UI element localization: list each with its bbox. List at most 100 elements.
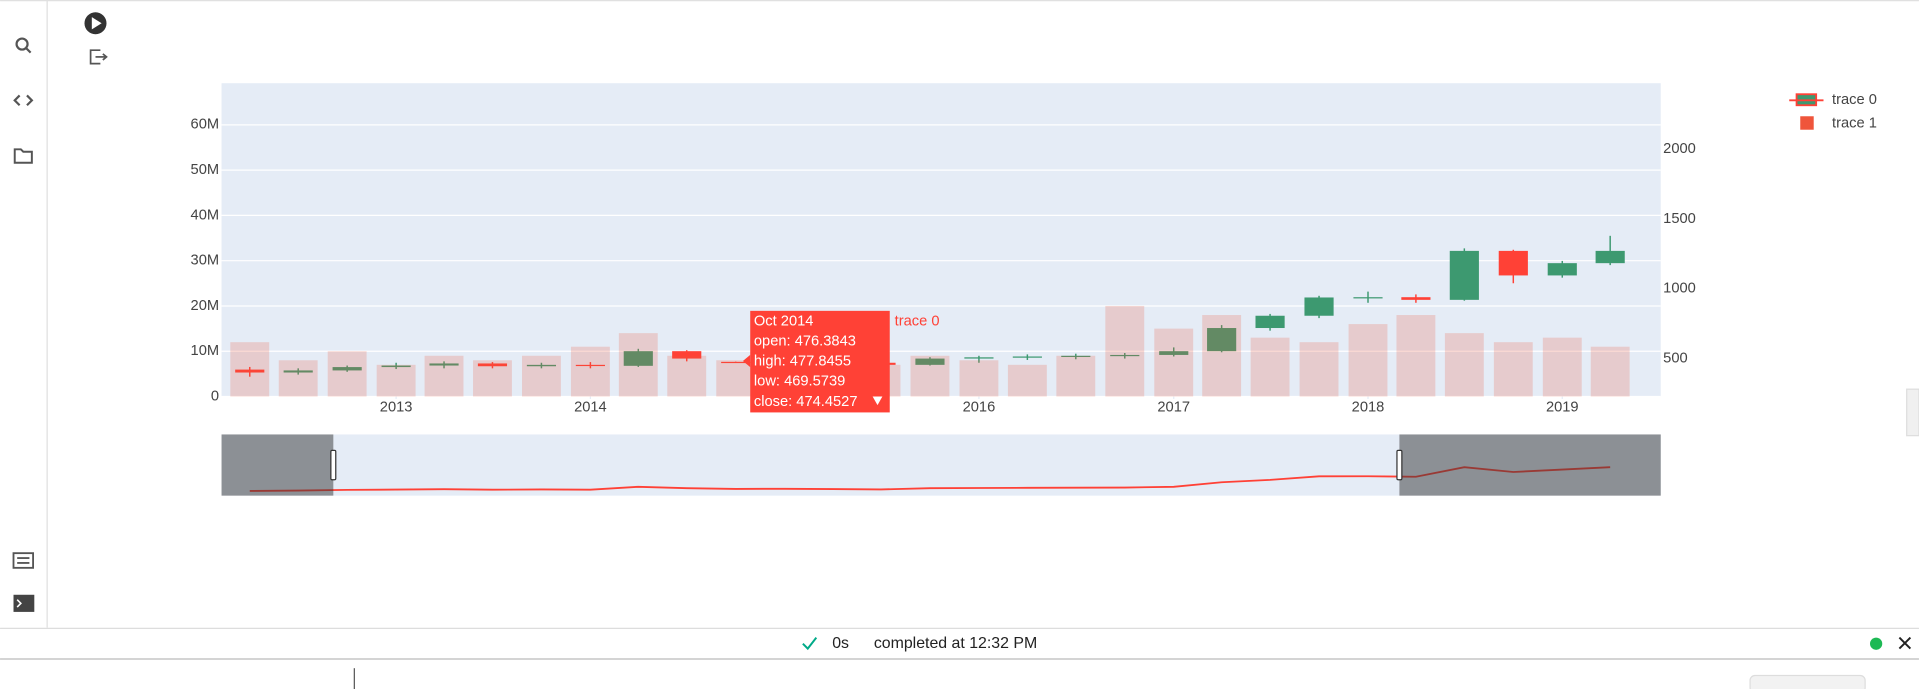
scrollbar[interactable] bbox=[1906, 388, 1919, 437]
code-icon[interactable] bbox=[13, 94, 34, 107]
volume-bar bbox=[1348, 324, 1388, 397]
volume-bar bbox=[959, 360, 999, 397]
volume-bar bbox=[376, 364, 416, 397]
candle-body bbox=[1255, 315, 1285, 329]
volume-bar bbox=[1396, 315, 1436, 397]
candle-body bbox=[526, 364, 557, 367]
candle-body bbox=[1304, 297, 1334, 316]
x-tick-label: 2018 bbox=[1352, 399, 1385, 415]
candle-body bbox=[283, 370, 313, 373]
check-icon bbox=[802, 636, 818, 651]
candle-body bbox=[1547, 263, 1577, 276]
volume-bar bbox=[1007, 364, 1047, 397]
rangeslider-line bbox=[249, 466, 1611, 492]
tooltip-line: high: 477.8455 bbox=[754, 354, 851, 370]
tooltip-line: close: 474.4527 bbox=[754, 394, 858, 410]
tooltip-box bbox=[750, 310, 890, 413]
y-tick-label: 20M bbox=[191, 298, 220, 314]
candle-body bbox=[1061, 355, 1091, 358]
volume-bar bbox=[1444, 333, 1484, 397]
y2-tick-label: 500 bbox=[1663, 350, 1687, 366]
legend-label[interactable]: trace 1 bbox=[1832, 115, 1877, 131]
candle-body bbox=[964, 357, 994, 359]
search-icon[interactable] bbox=[15, 37, 32, 54]
y2-tick-label: 1000 bbox=[1663, 281, 1696, 297]
volume-bar bbox=[1542, 337, 1582, 397]
volume-bar bbox=[1105, 305, 1145, 397]
volume-bar bbox=[1590, 346, 1630, 397]
tooltip-title: Oct 2014 bbox=[754, 314, 814, 330]
x-tick-label: 2014 bbox=[574, 399, 607, 415]
close-button[interactable] bbox=[1898, 636, 1912, 650]
candle-body bbox=[235, 369, 265, 373]
candle-body bbox=[477, 363, 508, 367]
candle-body bbox=[1449, 250, 1479, 300]
y2-tick-label: 1500 bbox=[1663, 211, 1696, 227]
y2-tick-label: 2000 bbox=[1663, 141, 1696, 157]
rangeslider-handle[interactable] bbox=[330, 449, 337, 481]
button[interactable] bbox=[1749, 674, 1866, 689]
y-tick-label: 60M bbox=[191, 117, 220, 133]
volume-bar bbox=[278, 360, 318, 397]
y-tick-label: 50M bbox=[191, 162, 220, 178]
volume-bar bbox=[424, 355, 464, 397]
candle-body bbox=[672, 351, 702, 359]
legend-icon bbox=[1800, 116, 1814, 130]
legend-label[interactable]: trace 0 bbox=[1832, 92, 1877, 108]
volume-bar bbox=[1202, 315, 1242, 397]
volume-bar bbox=[1299, 342, 1339, 397]
x-tick-label: 2019 bbox=[1546, 399, 1579, 415]
volume-bar bbox=[1250, 337, 1290, 397]
volume-bar bbox=[1493, 342, 1533, 397]
tooltip-line: low: 469.5739 bbox=[754, 374, 845, 390]
candle-body bbox=[332, 367, 362, 371]
status-dot bbox=[1870, 637, 1883, 650]
tooltip-caret bbox=[872, 396, 883, 406]
volume-bar bbox=[1056, 355, 1096, 397]
folder-icon[interactable] bbox=[13, 148, 33, 164]
x-tick-label: 2016 bbox=[963, 399, 996, 415]
output-icon[interactable] bbox=[89, 49, 108, 65]
candle-body bbox=[1012, 356, 1042, 358]
candle-body bbox=[1401, 297, 1431, 300]
volume-bar bbox=[570, 346, 610, 397]
volume-bar bbox=[716, 360, 756, 397]
candle-body bbox=[575, 364, 605, 367]
y-tick-label: 30M bbox=[191, 253, 220, 269]
status-text: completed at 12:32 PM bbox=[874, 635, 1037, 652]
volume-bar bbox=[1154, 328, 1194, 397]
volume-bar bbox=[473, 360, 512, 397]
notes-icon[interactable] bbox=[12, 552, 35, 569]
volume-bar bbox=[618, 333, 658, 397]
y-tick-label: 0 bbox=[211, 388, 219, 404]
candle-body bbox=[381, 365, 411, 368]
volume-bar bbox=[910, 355, 950, 397]
tooltip-line: open: 476.3843 bbox=[754, 333, 856, 349]
candle-body bbox=[1595, 250, 1625, 264]
candle-body bbox=[915, 358, 945, 365]
terminal-icon[interactable] bbox=[13, 594, 35, 612]
candle-body bbox=[721, 361, 751, 364]
run-button[interactable] bbox=[84, 12, 107, 35]
candle-body bbox=[1498, 250, 1528, 276]
candle-body bbox=[429, 363, 459, 366]
status-time: 0s bbox=[832, 635, 849, 652]
volume-bar bbox=[230, 342, 270, 397]
rangeslider-mask bbox=[1399, 434, 1661, 496]
x-tick-label: 2017 bbox=[1157, 399, 1190, 415]
tooltip-trace: trace 0 bbox=[895, 314, 940, 330]
volume-bar bbox=[327, 351, 367, 397]
rangeslider-mask bbox=[221, 434, 334, 496]
candle-body bbox=[1110, 354, 1140, 357]
tooltip-arrow bbox=[742, 354, 751, 368]
volume-bar bbox=[521, 355, 561, 397]
x-tick-label: 2013 bbox=[380, 399, 413, 415]
candle-body bbox=[1207, 328, 1237, 352]
candle-body bbox=[1159, 351, 1189, 355]
rangeslider-handle[interactable] bbox=[1396, 449, 1403, 481]
y-tick-label: 10M bbox=[191, 343, 220, 359]
candle-body bbox=[623, 351, 653, 366]
plot-area bbox=[221, 83, 1661, 397]
